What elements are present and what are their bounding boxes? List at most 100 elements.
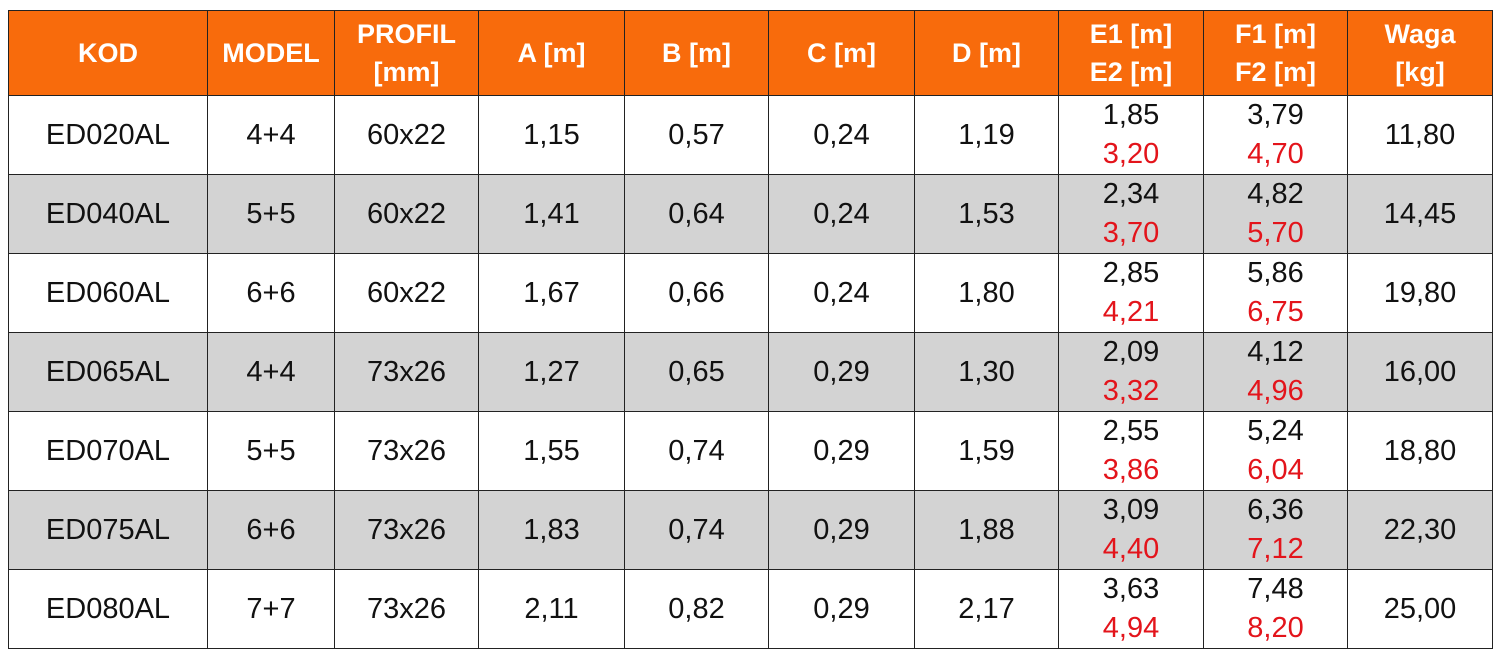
cell-line: 4,70 — [1247, 138, 1304, 170]
table-cell: 25,00 — [1347, 569, 1493, 649]
cell-line: 8,20 — [1247, 612, 1304, 644]
table-cell: 73x26 — [334, 569, 479, 649]
table-cell: 1,53 — [914, 174, 1059, 254]
cell-line: 3,63 — [1102, 573, 1160, 605]
cell-line: 4,96 — [1247, 375, 1304, 407]
cell-line: A [m] — [517, 38, 586, 68]
cell-line: [kg] — [1395, 57, 1445, 87]
table-row: ED060AL 6+6 60x22 1,67 0,66 0,24 1,80 2,85 4,21 5… — [8, 253, 1493, 333]
table-cell: 2,34 3,70 — [1058, 174, 1204, 254]
table-cell: 14,45 — [1347, 174, 1493, 254]
table-cell: 7+7 — [207, 569, 335, 649]
table-row: ED065AL 4+4 73x26 1,27 0,65 0,29 1,30 2,09 3,32 4… — [8, 332, 1493, 412]
table-cell: 73x26 — [334, 490, 479, 570]
table-cell: 7,48 8,20 — [1203, 569, 1348, 649]
cell-line: 6,36 — [1247, 494, 1304, 526]
cell-line: Waga — [1384, 19, 1456, 49]
cell-line: 5,70 — [1247, 217, 1304, 249]
table-cell: 0,24 — [768, 174, 915, 254]
table-cell: 0,29 — [768, 332, 915, 412]
table-cell: 1,83 — [478, 490, 625, 570]
table-cell: 73x26 — [334, 332, 479, 412]
cell-line: 4,82 — [1247, 178, 1304, 210]
table-cell: 18,80 — [1347, 411, 1493, 491]
cell-line: PROFIL — [357, 19, 456, 49]
header-cell: A [m] — [478, 10, 625, 96]
table-cell: 1,85 3,20 — [1058, 95, 1204, 175]
table-cell: 0,57 — [624, 95, 769, 175]
table-cell: 11,80 — [1347, 95, 1493, 175]
cell-line: D [m] — [952, 38, 1021, 68]
cell-line: 3,79 — [1247, 99, 1304, 131]
table-cell: 73x26 — [334, 411, 479, 491]
cell-line: 4,12 — [1247, 336, 1304, 368]
table-cell: ED080AL — [8, 569, 208, 649]
cell-line: F1 [m] — [1235, 19, 1316, 49]
table-cell: 60x22 — [334, 174, 479, 254]
cell-line: 4,94 — [1102, 612, 1160, 644]
header-cell: PROFIL [mm] — [334, 10, 479, 96]
table-cell: 5,86 6,75 — [1203, 253, 1348, 333]
table-cell: 0,66 — [624, 253, 769, 333]
cell-line: 5,24 — [1247, 415, 1304, 447]
table-row: ED040AL 5+5 60x22 1,41 0,64 0,24 1,53 2,34 3,70 4… — [8, 174, 1493, 254]
cell-line: 4,40 — [1102, 533, 1160, 565]
table-cell: 16,00 — [1347, 332, 1493, 412]
table-cell: 1,27 — [478, 332, 625, 412]
cell-line: 3,86 — [1102, 454, 1160, 486]
cell-line: 5,86 — [1247, 257, 1304, 289]
table-cell: 6+6 — [207, 253, 335, 333]
table-cell: 5+5 — [207, 174, 335, 254]
header-row: KOD MODEL PROFIL [mm] A [m] B [m] C [m] D [m] E1… — [8, 10, 1493, 96]
table-cell: 19,80 — [1347, 253, 1493, 333]
cell-line: 1,85 — [1102, 99, 1160, 131]
table-cell: 2,17 — [914, 569, 1059, 649]
table-cell: ED040AL — [8, 174, 208, 254]
cell-line: 6,75 — [1247, 296, 1304, 328]
table-cell: 3,63 4,94 — [1058, 569, 1204, 649]
header-cell: D [m] — [914, 10, 1059, 96]
header-cell: Waga [kg] — [1347, 10, 1493, 96]
table-cell: 1,80 — [914, 253, 1059, 333]
table-cell: 2,11 — [478, 569, 625, 649]
cell-line: 2,85 — [1102, 257, 1160, 289]
table-row: ED070AL 5+5 73x26 1,55 0,74 0,29 1,59 2,55 3,86 5… — [8, 411, 1493, 491]
table-cell: 1,30 — [914, 332, 1059, 412]
cell-line: 3,70 — [1102, 217, 1160, 249]
table-cell: ED020AL — [8, 95, 208, 175]
cell-line: E2 [m] — [1089, 57, 1173, 87]
table-cell: ED065AL — [8, 332, 208, 412]
spec-table: KOD MODEL PROFIL [mm] A [m] B [m] C [m] D [m] E1… — [8, 10, 1493, 649]
table-cell: 1,55 — [478, 411, 625, 491]
cell-line: F2 [m] — [1235, 57, 1316, 87]
table-cell: 1,88 — [914, 490, 1059, 570]
table-cell: 0,82 — [624, 569, 769, 649]
header-cell: KOD — [8, 10, 208, 96]
table-cell: 3,09 4,40 — [1058, 490, 1204, 570]
table-cell: 1,67 — [478, 253, 625, 333]
table-cell: 1,41 — [478, 174, 625, 254]
cell-line: 4,21 — [1102, 296, 1160, 328]
table-cell: 22,30 — [1347, 490, 1493, 570]
header-cell: MODEL — [207, 10, 335, 96]
table-cell: 2,55 3,86 — [1058, 411, 1204, 491]
table-cell: 1,59 — [914, 411, 1059, 491]
table-cell: ED075AL — [8, 490, 208, 570]
cell-line: 7,12 — [1247, 533, 1304, 565]
table-cell: 0,64 — [624, 174, 769, 254]
header-cell: C [m] — [768, 10, 915, 96]
table-cell: 5,24 6,04 — [1203, 411, 1348, 491]
table-cell: 5+5 — [207, 411, 335, 491]
cell-line: E1 [m] — [1089, 19, 1173, 49]
table-cell: 6+6 — [207, 490, 335, 570]
cell-line: [mm] — [373, 57, 440, 87]
header-cell: E1 [m] E2 [m] — [1058, 10, 1204, 96]
cell-line: 2,09 — [1102, 336, 1160, 368]
table-cell: 2,85 4,21 — [1058, 253, 1204, 333]
cell-line: 6,04 — [1247, 454, 1304, 486]
table-cell: 4,12 4,96 — [1203, 332, 1348, 412]
cell-line: 2,34 — [1102, 178, 1160, 210]
table-row: ED075AL 6+6 73x26 1,83 0,74 0,29 1,88 3,09 4,40 6… — [8, 490, 1493, 570]
cell-line: 7,48 — [1247, 573, 1304, 605]
